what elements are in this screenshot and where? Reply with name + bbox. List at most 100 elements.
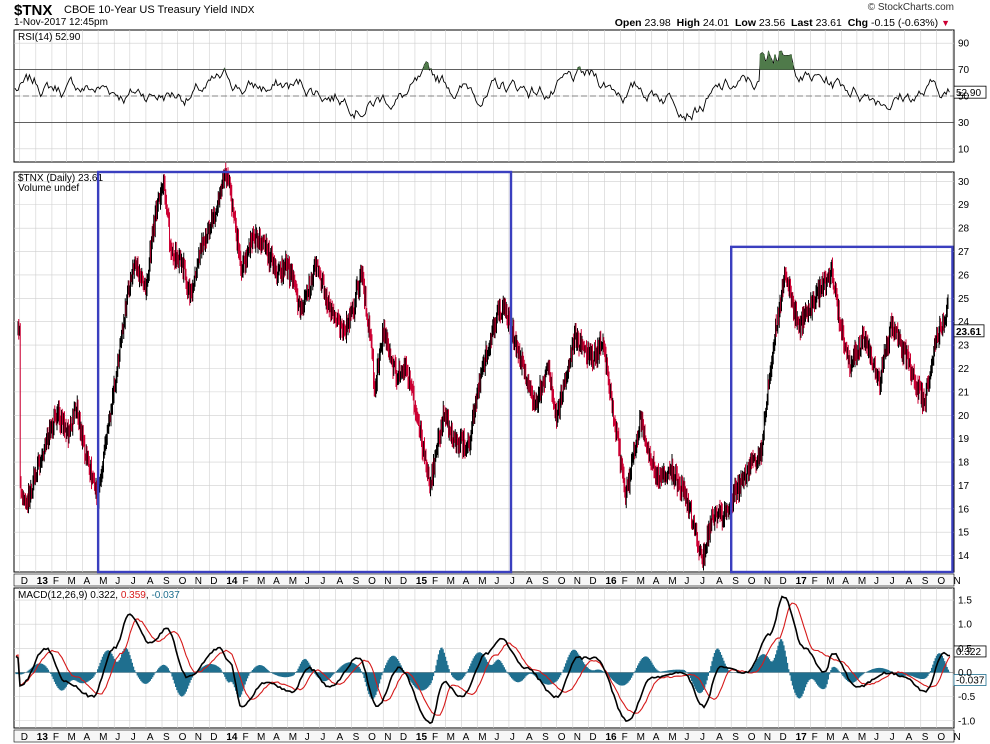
x-tick-label-58-1: O [937,732,945,743]
annotation-layer [96,170,954,574]
x-tick-label-59-1: N [953,732,960,743]
symbol-label: $TNX [14,2,53,19]
rsi-tick-label-1: 70 [958,65,970,76]
x-tick-label-29-1: M [478,732,486,743]
x-tick-label-11-1: N [195,732,202,743]
grid-lines [14,30,954,728]
x-tick-label-19-1: J [320,732,325,743]
x-tick-label-31-1: J [510,732,515,743]
rsi-current-box [953,85,987,99]
macd-tick-label-0: 1.5 [958,596,972,607]
x-tick-label-50-1: F [812,732,818,743]
rsi-tick-label-3: 30 [958,118,970,129]
exchange-text: INDX [230,5,255,16]
rsi-current-label: 52.90 [956,88,981,99]
x-tick-label-23-1: N [384,732,391,743]
rsi-panel: RSI(14) 52.90 52.90 [14,32,987,123]
rsi-title-text: RSI(14) 52.90 [18,32,81,43]
x-tick-label-48-0: D [779,576,786,587]
x-tick-label-49-1: 17 [796,732,808,743]
x-tick-label-0-1: D [21,732,28,743]
macd-title-signal: 0.359 [121,590,146,601]
x-tick-label-39-0: M [637,576,645,587]
macd-tick-label-5: -1.0 [958,716,976,727]
price-legend-volume: Volume undef [18,183,79,194]
x-tick-label-9-1: S [163,732,170,743]
price-tick-label-0: 30 [958,177,970,188]
x-tick-label-24-1: D [400,732,407,743]
x-tick-label-54-0: J [874,576,879,587]
x-tick-label-10-1: O [179,732,187,743]
down-triangle-icon: ▼ [941,18,950,28]
x-tick-label-3-1: M [67,732,75,743]
panel-frames [13,29,955,743]
x-tick-label-42-1: J [684,732,689,743]
x-tick-label-24-0: D [400,576,407,587]
x-tick-label-25-1: 15 [416,732,428,743]
rsi-overbought-fill [223,51,796,70]
last-value: 23.61 [815,17,842,29]
macd-tick-label-3: 0.0 [958,668,972,679]
x-tick-label-1-0: 13 [37,576,49,587]
price-tick-label-3: 27 [958,247,970,258]
x-tick-label-14-1: F [242,732,248,743]
macd-value-box [953,645,987,658]
macd-value-label: 0.322 [956,647,981,658]
price-last-box [953,324,985,338]
macd-tick-label-4: -0.5 [958,692,976,703]
high-value: 24.01 [702,17,730,29]
x-tick-label-38-1: F [622,732,628,743]
x-tick-label-47-0: N [764,576,771,587]
price-tick-label-1: 29 [958,200,970,211]
x-tick-label-40-1: A [653,732,660,743]
x-tick-label-37-0: 16 [605,576,617,587]
datetime-label: 1-Nov-2017 12:45pm [14,17,108,28]
x-tick-label-13-1: 14 [226,732,238,743]
x-tick-label-18-0: J [305,576,310,587]
x-tick-label-8-0: A [147,576,154,587]
macd-title-value: 0.322 [90,590,115,601]
x-tick-label-20-0: A [336,576,343,587]
x-tick-label-7-0: J [131,576,136,587]
x-tick-label-4-0: A [84,576,91,587]
price-tick-label-16: 14 [958,551,970,562]
high-label: High [676,17,700,29]
open-value: 23.98 [644,17,671,29]
macd-signal-line [15,602,951,716]
x-tick-label-27-1: M [447,732,455,743]
rsi-title: RSI(14) 52.90 [18,32,81,43]
ohlc-readout: Open 23.98 High 24.01 Low 23.56 Last 23.… [615,17,950,29]
x-tick-label-49-0: 17 [796,576,808,587]
x-tick-label-57-0: S [922,576,929,587]
price-tick-label-7: 23 [958,341,970,352]
rsi-tick-label-0: 90 [958,39,970,50]
x-tick-label-22-0: O [368,576,376,587]
x-tick-label-22-1: O [368,732,376,743]
x-tick-label-50-0: F [812,576,818,587]
x-tick-label-16-0: A [273,576,280,587]
highlight-box-0 [96,170,513,574]
x-tick-label-34-1: O [558,732,566,743]
rsi-tick-label-4: 10 [958,144,970,155]
price-tick-label-12: 18 [958,458,970,469]
x-tick-label-21-1: S [353,732,360,743]
x-tick-label-41-0: M [668,576,676,587]
x-tick-label-52-1: A [842,732,849,743]
x-tick-label-23-0: N [384,576,391,587]
price-tick-label-14: 16 [958,504,970,515]
chg-value: -0.15 (-0.63%) [871,17,939,29]
price-tick-label-15: 15 [958,528,970,539]
x-tick-label-37-1: 16 [605,732,617,743]
low-label: Low [735,17,756,29]
x-tick-label-26-1: F [432,732,438,743]
x-tick-label-46-0: O [748,576,756,587]
x-tick-label-44-1: A [716,732,723,743]
rsi-line [14,50,950,122]
x-tick-label-13-0: 14 [226,576,238,587]
x-tick-label-47-1: N [764,732,771,743]
macd-title-hist: -0.037 [151,590,180,601]
x-tick-label-15-1: M [257,732,265,743]
x-tick-label-34-0: O [558,576,566,587]
